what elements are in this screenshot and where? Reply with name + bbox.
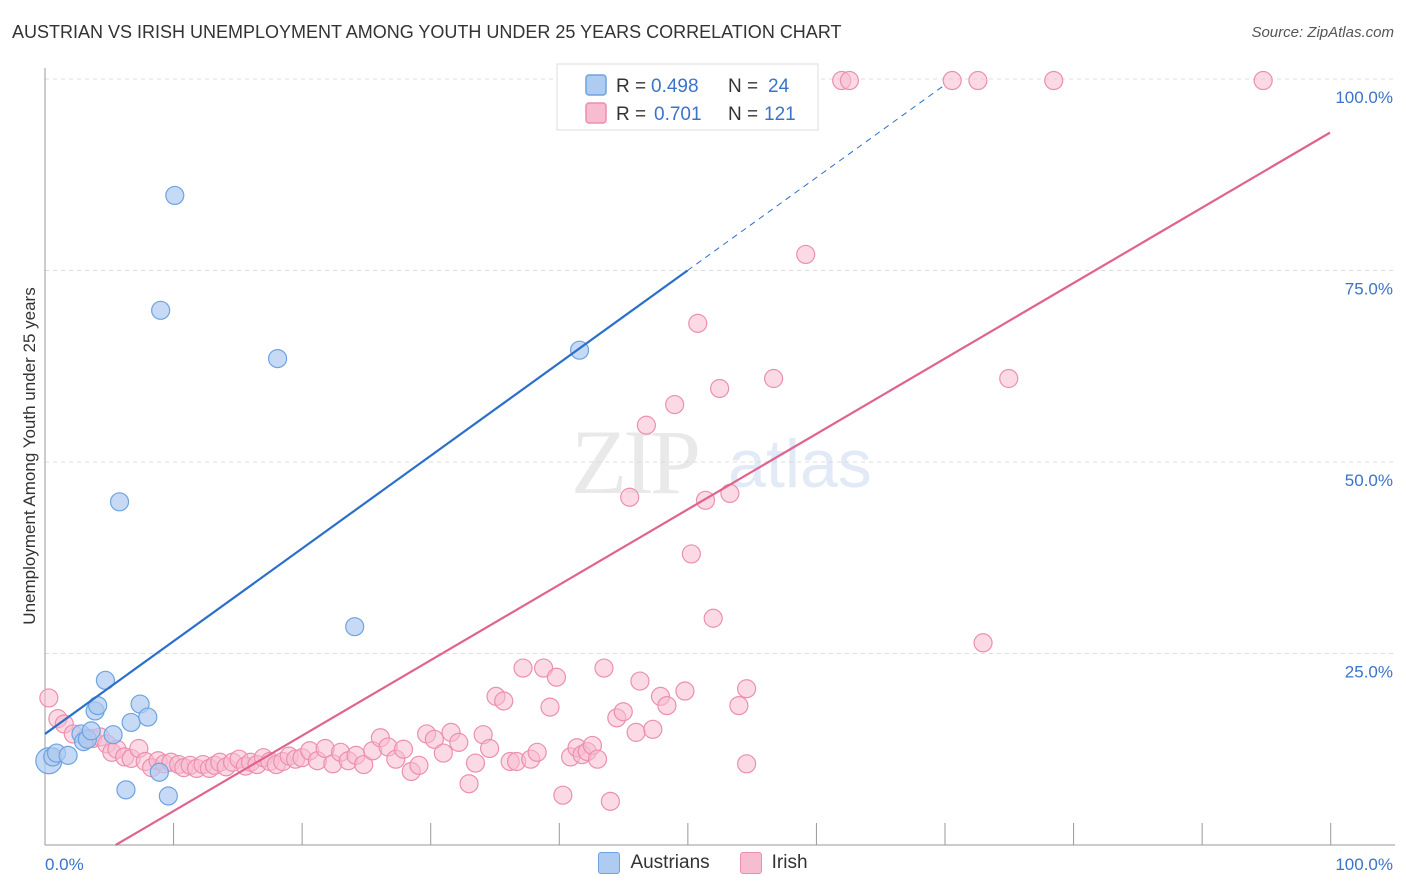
austrians-label: Austrians xyxy=(630,852,710,873)
legend-n-value-irish: 121 xyxy=(764,104,796,125)
legend-n-label-irish: N = xyxy=(728,104,758,125)
irish-point xyxy=(710,378,730,399)
irish-point xyxy=(600,791,621,811)
austrians-point xyxy=(151,300,171,320)
austrians-point xyxy=(138,707,158,727)
grid-lines xyxy=(45,78,1395,654)
irish-point xyxy=(1044,70,1064,91)
legend-swatch-austrians xyxy=(585,74,607,96)
irish-point xyxy=(393,739,414,759)
trend-lines xyxy=(44,84,1331,846)
irish-point xyxy=(695,490,716,510)
irish-point xyxy=(594,658,614,678)
legend-r-label-irish: R = xyxy=(616,104,646,125)
legend-r-value-irish: 0.701 xyxy=(654,104,702,125)
austrians-point xyxy=(345,617,365,637)
irish-point xyxy=(688,313,708,333)
x-tick-labels: 0.0% 100.0% xyxy=(45,855,1393,874)
chart-title: AUSTRIAN VS IRISH UNEMPLOYMENT AMONG YOU… xyxy=(12,22,842,42)
source-label: Source: ZipAtlas.com xyxy=(1251,24,1394,41)
austrians-point xyxy=(121,712,141,733)
irish-point xyxy=(553,785,573,805)
irish-point xyxy=(643,719,663,739)
irish-points xyxy=(39,70,1273,811)
irish-point xyxy=(636,415,656,435)
legend-swatch-irish xyxy=(585,102,607,124)
irish-point xyxy=(626,722,646,742)
irish-point xyxy=(39,688,59,708)
bottom-legend: Austrians Irish xyxy=(0,852,1406,874)
legend-item-irish[interactable]: Irish xyxy=(739,852,808,874)
irish-point xyxy=(968,70,988,91)
axes xyxy=(44,68,1395,846)
legend-r-label-austrians: R = xyxy=(616,76,646,97)
austrians-point xyxy=(116,780,136,800)
y-tick-label: 25.0% xyxy=(1345,663,1393,682)
irish-point xyxy=(681,544,701,564)
legend-n-label-austrians: N = xyxy=(728,76,758,97)
irish-point xyxy=(513,658,533,678)
irish-point xyxy=(540,697,560,717)
irish-point xyxy=(424,729,444,749)
austrians-point xyxy=(58,745,78,765)
y-axis-label: Unemployment Among Youth under 25 years xyxy=(20,287,39,624)
irish-point xyxy=(449,732,469,752)
austrians-trend-line xyxy=(44,269,689,735)
austrians-point xyxy=(109,492,130,512)
austrians-swatch xyxy=(598,852,621,874)
irish-point xyxy=(494,691,514,711)
irish-swatch xyxy=(739,852,762,874)
irish-point xyxy=(729,695,749,716)
irish-point xyxy=(587,749,608,769)
austrians-point xyxy=(267,348,288,369)
y-tick-label: 75.0% xyxy=(1345,280,1393,299)
legend-item-austrians[interactable]: Austrians xyxy=(598,852,710,874)
irish-trend-line xyxy=(115,131,1331,846)
irish-point xyxy=(973,633,993,653)
irish-point xyxy=(839,70,860,91)
stats-legend: R = 0.498 N = 24 R = 0.701 N = 121 xyxy=(556,63,819,131)
irish-point xyxy=(459,774,479,794)
irish-point xyxy=(737,754,757,774)
irish-point xyxy=(703,608,723,628)
austrians-point xyxy=(103,725,123,745)
y-tick-label: 50.0% xyxy=(1345,471,1393,490)
irish-point xyxy=(1253,70,1273,91)
irish-point xyxy=(942,70,962,91)
austrians-point xyxy=(149,762,169,782)
austrians-point xyxy=(165,185,185,206)
austrians-point xyxy=(81,721,101,741)
legend-n-value-austrians: 24 xyxy=(768,76,790,97)
irish-point xyxy=(480,738,500,759)
austrians-points xyxy=(35,185,590,806)
irish-point xyxy=(665,394,685,415)
irish-point xyxy=(796,244,816,265)
irish-point xyxy=(546,667,567,687)
irish-point xyxy=(630,671,650,691)
irish-point xyxy=(465,753,486,773)
irish-point xyxy=(527,742,547,762)
irish-point xyxy=(409,755,429,775)
irish-point xyxy=(354,754,374,775)
irish-point xyxy=(675,681,695,701)
irish-point xyxy=(613,702,633,722)
watermark-atlas: atlas xyxy=(728,426,872,502)
irish-point xyxy=(657,695,677,716)
irish-point xyxy=(763,368,784,389)
irish-point xyxy=(999,368,1019,389)
legend-r-value-austrians: 0.498 xyxy=(651,76,699,97)
irish-point xyxy=(433,743,453,763)
x-tick-label: 100.0% xyxy=(1335,855,1393,874)
irish-point xyxy=(737,679,757,699)
y-tick-label: 100.0% xyxy=(1335,88,1393,107)
y-tick-labels: 25.0% 50.0% 75.0% 100.0% xyxy=(1335,88,1393,682)
x-tick-label: 0.0% xyxy=(45,855,84,874)
irish-point xyxy=(620,487,640,507)
austrians-point xyxy=(158,786,178,806)
irish-label: Irish xyxy=(771,852,808,873)
austrians-trend-extension xyxy=(687,84,945,271)
